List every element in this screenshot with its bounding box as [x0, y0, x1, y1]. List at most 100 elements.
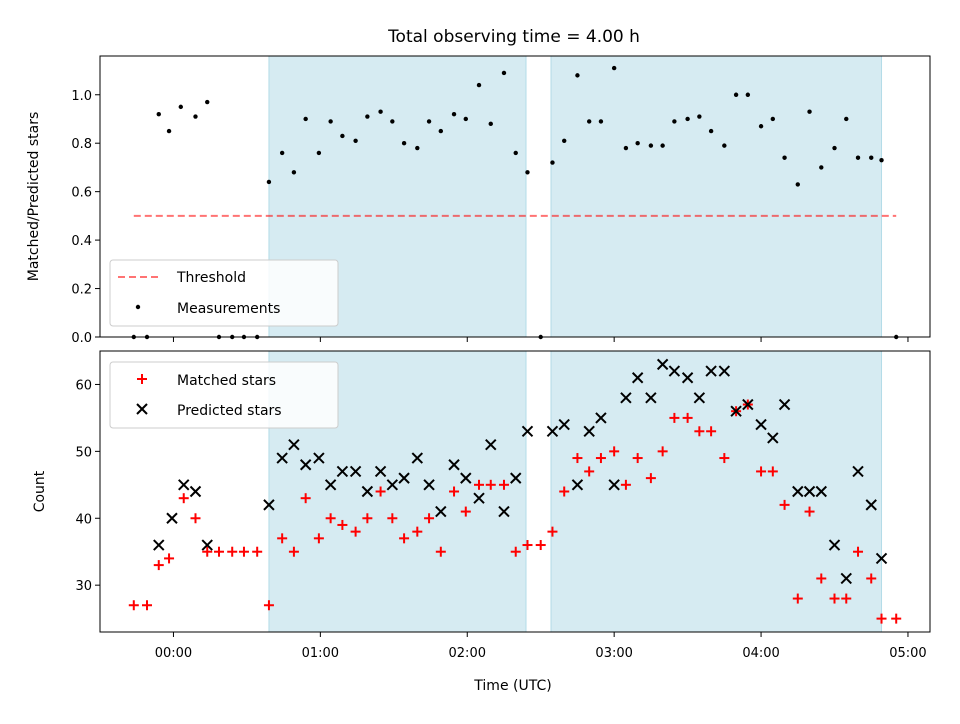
measurement-point [832, 145, 837, 151]
predicted-star-point [201, 539, 213, 551]
predicted-star-point-b [608, 479, 620, 491]
matched-star-point [362, 513, 373, 524]
predicted-star-point [571, 479, 584, 491]
predicted-star-point [386, 479, 399, 491]
predicted-star-point [840, 572, 852, 585]
predicted-star-point-b [778, 398, 791, 411]
predicted-star-point [374, 465, 387, 478]
predicted-star-point [178, 479, 190, 491]
matched-star-point [263, 600, 274, 611]
predicted-star-point-b [460, 472, 472, 484]
predicted-star-point-b [178, 479, 190, 491]
matched-star-point [435, 546, 446, 557]
top-y-tick-label: 0.6 [71, 186, 92, 201]
predicted-legend-marker-b [136, 403, 148, 415]
measurement-point [855, 155, 861, 160]
bottom-y-axis-label: Count [32, 470, 48, 512]
predicted-star-point [423, 479, 435, 491]
matched-star-point [142, 600, 153, 611]
top-y-tick-label: 0.2 [71, 283, 92, 298]
x-tick-label: 04:00 [742, 646, 779, 661]
predicted-star-point-b [668, 365, 681, 377]
top-y-tick-label: 0.4 [71, 234, 92, 249]
measurement-point [648, 143, 654, 148]
predicted-star-point [792, 485, 804, 498]
bottom-x-ticks: 00:00 01:00 02:00 03:00 04:00 05:00 [155, 632, 927, 661]
predicted-star-point [546, 425, 559, 437]
top-y-tick-label: 1.0 [71, 89, 92, 104]
measurement-point [745, 92, 751, 97]
measurement-point [708, 128, 714, 134]
predicted-star-point [875, 552, 888, 565]
matched-star-point [399, 533, 410, 544]
predicted-star-point-b [755, 418, 767, 431]
measurements-points [131, 65, 899, 340]
predicted-star-point [349, 465, 362, 478]
matched-star-point [300, 493, 311, 504]
measurement-point [438, 128, 444, 134]
top-y-tick-label: 0.8 [71, 137, 92, 152]
measurements-legend-swatch [135, 304, 141, 310]
matched-star-point [238, 546, 249, 557]
matched-star-point [128, 600, 139, 611]
predicted-star-point [865, 499, 877, 511]
predicted-star-point-b [313, 452, 325, 464]
predicted-star-point [324, 479, 337, 491]
top-y-axis-label: Matched/Predicted stars [26, 112, 42, 282]
measurement-point [328, 119, 333, 124]
predicted-star-point [852, 465, 864, 478]
predicted-star-point [668, 365, 681, 377]
predicted-star-point [288, 438, 300, 451]
measurement-point [575, 73, 580, 78]
predicted-star-point-b [620, 392, 632, 404]
predicted-star-point [398, 472, 410, 484]
measurement-point [501, 70, 507, 76]
predicted-star-point-b [875, 552, 888, 565]
predicted-star-point [276, 452, 288, 464]
predicted-star-point [521, 425, 534, 437]
predicted-star-point-b [595, 412, 607, 424]
matched-star-point [632, 453, 643, 464]
measurement-point [807, 109, 812, 114]
predicted-star-point [608, 479, 620, 491]
matched-star-point [779, 499, 790, 510]
measurement-point [611, 65, 617, 71]
predicted-star-point-b [386, 479, 399, 491]
x-tick-label: 05:00 [889, 646, 926, 661]
matched-star-point [277, 533, 288, 544]
matched-star-point [449, 486, 460, 497]
measurement-point [266, 179, 272, 185]
predicted-star-point [460, 472, 472, 484]
x-tick-label: 02:00 [449, 646, 486, 661]
measurement-point [390, 119, 395, 124]
bottom-y-tick-label: 60 [75, 378, 92, 393]
predicted-star-point-b [398, 472, 410, 484]
bottom-y-ticks: 30 40 50 60 [75, 378, 100, 594]
matched-star-point [153, 560, 164, 571]
matched-star-point [682, 412, 693, 423]
measurement-point [879, 157, 884, 163]
predicted-star-point [299, 459, 312, 471]
predicted-star-point [435, 505, 447, 518]
top-shaded-regions [268, 55, 883, 338]
predicted-star-point-b [299, 459, 312, 471]
matched-star-point [584, 466, 595, 477]
matched-star-point [164, 553, 175, 564]
matched-star-point [816, 573, 827, 584]
matched-star-point [719, 453, 730, 464]
predicted-star-point-b [656, 358, 669, 371]
predicted-star-point-b [336, 465, 349, 478]
matched-star-point [337, 519, 348, 530]
predicted-star-point [742, 398, 754, 411]
measurement-point [795, 182, 800, 187]
matched-star-point [375, 486, 386, 497]
matched-star-point [178, 493, 189, 504]
bottom-legend: Matched stars Predicted stars [109, 361, 339, 429]
matched-star-point [767, 466, 778, 477]
measurement-point [340, 133, 345, 139]
predicted-star-point-b [153, 539, 165, 551]
predicted-star-point [828, 539, 841, 551]
predicted-star-point [485, 438, 497, 451]
measurement-point [623, 145, 629, 151]
